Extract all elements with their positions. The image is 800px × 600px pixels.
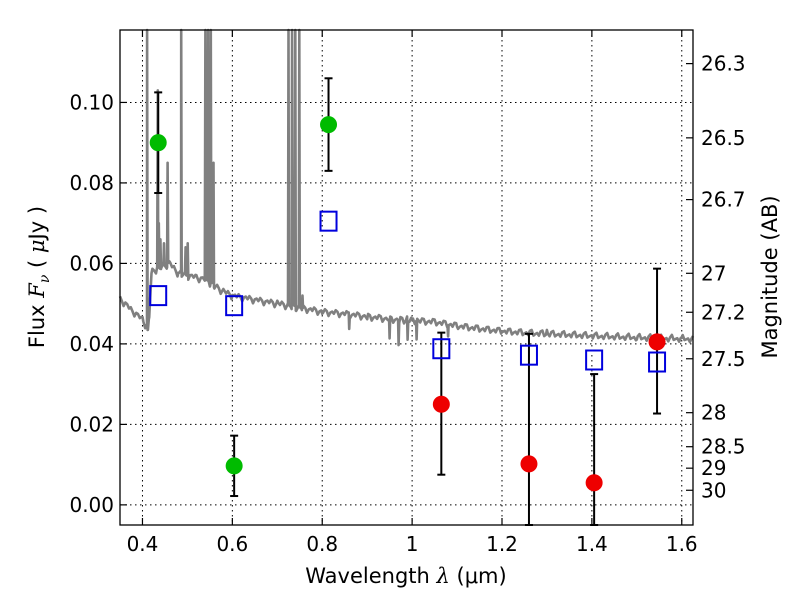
grid — [120, 30, 693, 525]
model-spectrum — [118, 28, 695, 347]
magnitude-tick-label: 30 — [701, 478, 726, 502]
y-tick-label: 0.02 — [69, 412, 114, 436]
x-tick-label: 0.4 — [127, 532, 159, 556]
data-point — [520, 455, 538, 473]
model-point — [432, 338, 451, 360]
y-tick-label: 0.10 — [69, 90, 114, 114]
data-points — [149, 77, 667, 526]
magnitude-tick-label: 27.5 — [701, 347, 746, 371]
magnitude-tick-label: 28.5 — [701, 435, 746, 459]
x-axis-label: Wavelength λ (μm) — [305, 564, 506, 588]
y-tick-label: 0.00 — [69, 493, 114, 517]
model-point — [149, 285, 168, 307]
model-point — [225, 295, 244, 317]
y-tick-label: 0.04 — [69, 332, 114, 356]
data-point — [648, 333, 666, 351]
magnitude-tick-label: 26.3 — [701, 52, 746, 76]
y-axis-ticks: 0.00 0.02 0.04 0.06 0.08 0.10 — [69, 90, 127, 517]
model-point — [519, 344, 538, 366]
spectrum-line — [118, 28, 695, 347]
x-tick-label: 0.6 — [216, 532, 248, 556]
model-point — [585, 349, 604, 371]
magnitude-tick-label: 28 — [701, 401, 726, 425]
x-tick-label: 0.8 — [306, 532, 338, 556]
magnitude-tick-label: 29 — [701, 456, 726, 480]
x-tick-label: 1.4 — [576, 532, 608, 556]
model-point — [319, 210, 338, 232]
x-tick-label: 1.6 — [666, 532, 698, 556]
data-point — [149, 134, 167, 152]
x-tick-label: 1.2 — [486, 532, 518, 556]
data-point — [225, 457, 243, 475]
y-tick-label: 0.08 — [69, 171, 114, 195]
data-point — [320, 116, 338, 134]
plot-frame — [119, 29, 694, 526]
x-axis-ticks: 0.4 0.6 0.8 1 1.2 1.4 1.6 — [127, 30, 698, 556]
magnitude-tick-label: 26.5 — [701, 126, 746, 150]
data-point — [585, 474, 603, 492]
magnitude-tick-label: 27.2 — [701, 300, 746, 324]
magnitude-tick-label: 27 — [701, 261, 726, 285]
y-tick-label: 0.06 — [69, 251, 114, 275]
y-axis-label: Flux Fν ( μJy ) — [25, 206, 53, 348]
x-tick-label: 1 — [406, 532, 419, 556]
magnitude-axis-label: Magnitude (AB) — [758, 195, 782, 358]
magnitude-tick-label: 26.7 — [701, 188, 746, 212]
data-point — [432, 395, 450, 413]
model-point — [648, 351, 667, 373]
